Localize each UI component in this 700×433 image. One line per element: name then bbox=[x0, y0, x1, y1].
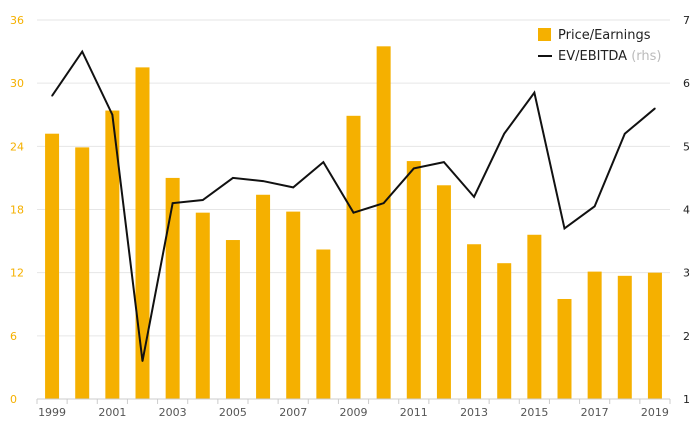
bar-price-earnings-2016 bbox=[557, 298, 572, 399]
point-ev-ebitda-2002 bbox=[141, 360, 144, 362]
point-ev-ebitda-2009 bbox=[352, 211, 355, 214]
point-ev-ebitda-2010 bbox=[382, 202, 385, 204]
bar-price-earnings-2011 bbox=[406, 161, 421, 399]
bar-price-earnings-2017 bbox=[587, 271, 602, 399]
point-ev-ebitda-2006 bbox=[262, 180, 264, 182]
legend-label-rhs-note: (rhs) bbox=[631, 49, 661, 64]
bar-price-earnings-2012 bbox=[436, 185, 451, 399]
y-left-tick-label: 18 bbox=[10, 204, 24, 217]
point-ev-ebitda-2007 bbox=[292, 186, 295, 189]
y-right-tick-label: 4 bbox=[683, 204, 690, 217]
bar-price-earnings-2005 bbox=[225, 240, 240, 399]
legend: Price/Earnings EV/EBITDA (rhs) bbox=[538, 28, 662, 64]
point-ev-ebitda-2015 bbox=[533, 91, 536, 94]
point-ev-ebitda-2019 bbox=[654, 107, 656, 110]
bar-price-earnings-2006 bbox=[256, 194, 271, 399]
bar-price-earnings-2019 bbox=[647, 272, 662, 399]
x-tick-label: 2001 bbox=[98, 406, 126, 419]
bar-price-earnings-2001 bbox=[105, 110, 120, 400]
bar-price-earnings-1999 bbox=[45, 133, 60, 399]
bar-price-earnings-2002 bbox=[135, 67, 150, 399]
point-ev-ebitda-2012 bbox=[443, 161, 445, 163]
bar-price-earnings-2007 bbox=[286, 211, 301, 399]
y-right-tick-label: 1 bbox=[683, 393, 690, 406]
point-ev-ebitda-1999 bbox=[51, 95, 53, 97]
point-ev-ebitda-2003 bbox=[171, 202, 174, 204]
legend-label-ev-ebitda: EV/EBITDA (rhs) bbox=[558, 49, 662, 64]
y-left-tick-label: 30 bbox=[10, 77, 24, 90]
point-ev-ebitda-2016 bbox=[563, 227, 566, 230]
bar-price-earnings-2013 bbox=[467, 244, 482, 399]
legend-swatch-price-earnings bbox=[538, 28, 551, 41]
x-tick-label: 2003 bbox=[159, 406, 187, 419]
point-ev-ebitda-2017 bbox=[593, 205, 596, 208]
point-ev-ebitda-2008 bbox=[322, 161, 325, 163]
point-ev-ebitda-2004 bbox=[201, 199, 204, 201]
bar-price-earnings-2008 bbox=[316, 249, 331, 399]
y-left-tick-label: 0 bbox=[10, 393, 17, 406]
x-tick-label: 1999 bbox=[38, 406, 66, 419]
point-ev-ebitda-2005 bbox=[232, 177, 234, 179]
bar-price-earnings-2004 bbox=[195, 212, 210, 399]
point-ev-ebitda-2011 bbox=[412, 167, 415, 170]
legend-label-price-earnings: Price/Earnings bbox=[558, 28, 651, 43]
y-left-tick-label: 6 bbox=[10, 330, 17, 343]
y-right-tick-label: 2 bbox=[683, 330, 690, 343]
bar-price-earnings-2009 bbox=[346, 115, 361, 399]
bar-price-earnings-2003 bbox=[165, 177, 180, 399]
bar-price-earnings-2000 bbox=[75, 147, 90, 399]
y-left-tick-label: 24 bbox=[10, 140, 24, 153]
x-tick-label: 2017 bbox=[581, 406, 609, 419]
y-right-tick-label: 6 bbox=[683, 77, 690, 90]
x-tick-label: 2005 bbox=[219, 406, 247, 419]
y-left-tick-label: 12 bbox=[10, 267, 24, 280]
x-tick-label: 2015 bbox=[520, 406, 548, 419]
bar-series bbox=[45, 46, 662, 400]
y-right-tick-label: 3 bbox=[683, 267, 690, 280]
x-tick-label: 2007 bbox=[279, 406, 307, 419]
bar-price-earnings-2018 bbox=[617, 275, 632, 399]
point-ev-ebitda-2018 bbox=[623, 132, 626, 135]
y-right-tick-label: 5 bbox=[683, 140, 690, 153]
bar-price-earnings-2010 bbox=[376, 46, 391, 399]
bar-price-earnings-2015 bbox=[527, 234, 542, 399]
point-ev-ebitda-2013 bbox=[473, 196, 475, 198]
point-ev-ebitda-2001 bbox=[111, 113, 114, 116]
x-tick-label: 2013 bbox=[460, 406, 488, 419]
bar-price-earnings-2014 bbox=[497, 263, 512, 399]
point-ev-ebitda-2000 bbox=[81, 50, 84, 53]
line-series bbox=[51, 49, 656, 362]
legend-label-ev-ebitda-text: EV/EBITDA bbox=[558, 49, 627, 64]
x-tick-label: 2011 bbox=[400, 406, 428, 419]
y-left-tick-label: 36 bbox=[10, 14, 24, 27]
y-right-tick-label: 7 bbox=[683, 14, 690, 27]
point-ev-ebitda-2014 bbox=[503, 132, 506, 135]
x-tick-label: 2019 bbox=[641, 406, 669, 419]
x-tick-label: 2009 bbox=[340, 406, 368, 419]
